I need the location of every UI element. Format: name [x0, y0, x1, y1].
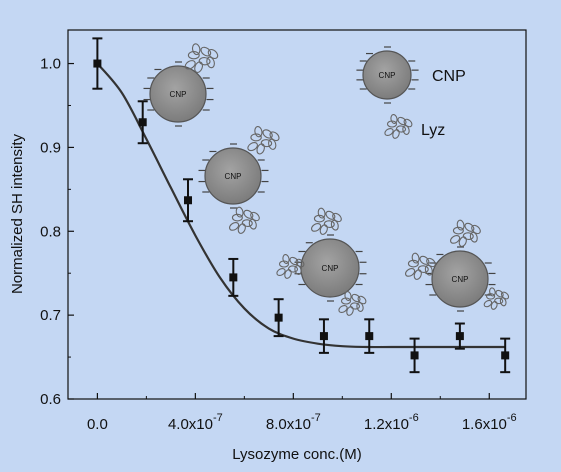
illustration-layer: CNP CNP CNP CNP CNP — [143, 43, 510, 316]
data-marker — [138, 118, 147, 127]
nanoparticle-label: CNP — [379, 71, 396, 80]
x-tick-label: 1.6x10-6 — [462, 412, 517, 433]
lysozyme-icon — [276, 253, 305, 279]
data-marker — [501, 351, 510, 360]
x-tick-exponent: -6 — [507, 412, 517, 424]
y-tick-label: 0.8 — [40, 223, 61, 240]
lysozyme-icon — [384, 113, 413, 139]
nanoparticle-icon: CNP — [294, 234, 367, 302]
x-tick-label: 0.0 — [87, 416, 108, 433]
y-axis-ticks: 0.6 0.7 0.8 0.9 1.0 — [40, 56, 74, 408]
y-tick-label: 1.0 — [40, 56, 61, 73]
nanoparticle-sphere — [431, 250, 489, 308]
nanoparticle-sphere — [204, 147, 262, 205]
data-point — [500, 337, 511, 374]
lysozyme-icon — [229, 206, 260, 234]
nanoparticle-icon: CNP — [356, 46, 419, 104]
data-marker — [319, 332, 328, 341]
nanoparticle-icon: CNP — [198, 143, 269, 209]
data-marker — [365, 332, 374, 341]
x-axis-ticks: 0.0 4.0x10-7 8.0x10-7 1.2x10-6 1.6x10-6 — [87, 393, 517, 433]
x-tick-label: 1.2x10-6 — [364, 412, 419, 433]
data-point — [137, 100, 148, 145]
nanoparticle-icon: CNP — [143, 61, 214, 127]
data-marker — [410, 351, 419, 360]
data-marker — [93, 59, 102, 68]
data-point — [273, 298, 284, 338]
data-point — [318, 318, 329, 354]
nanoparticle-label: CNP — [452, 275, 469, 284]
legend-lyz-label: Lyz — [421, 122, 445, 139]
legend-cnp-label: CNP — [432, 68, 466, 85]
y-tick-label: 0.7 — [40, 307, 61, 324]
nanoparticle-sphere — [362, 50, 412, 100]
lysozyme-icon — [311, 207, 342, 235]
data-marker — [184, 196, 193, 205]
y-tick-label: 0.9 — [40, 139, 61, 156]
x-tick-exponent: -6 — [409, 412, 419, 424]
x-tick-label: 4.0x10-7 — [168, 412, 223, 433]
x-axis-label: Lysozyme conc.(M) — [232, 446, 361, 463]
data-marker — [455, 332, 464, 341]
fit-curve — [96, 62, 506, 349]
nanoparticle-sphere — [149, 65, 207, 123]
plot-area — [67, 29, 527, 400]
lysozyme-icon — [450, 219, 481, 247]
legend: CNP Lyz — [421, 68, 466, 139]
data-point — [364, 318, 375, 354]
data-point — [228, 257, 239, 297]
lysozyme-icon — [184, 43, 219, 73]
data-marker — [229, 273, 238, 282]
data-point — [454, 322, 465, 350]
x-tick-exponent: -7 — [213, 412, 223, 424]
nanoparticle-label: CNP — [322, 264, 339, 273]
data-point — [409, 337, 420, 374]
x-tick-exponent: -7 — [311, 412, 321, 424]
nanoparticle-label: CNP — [170, 90, 187, 99]
lysozyme-icon — [247, 125, 280, 155]
data-marker — [274, 313, 283, 322]
nanoparticle-icon: CNP — [425, 246, 496, 312]
y-axis-label: Normalized SH intensity — [9, 133, 26, 294]
data-points — [92, 37, 511, 374]
lysozyme-icon — [338, 290, 367, 316]
nanoparticle-label: CNP — [225, 172, 242, 181]
x-tick-label: 8.0x10-7 — [266, 412, 321, 433]
data-point — [92, 37, 103, 90]
data-point — [183, 178, 194, 223]
lysozyme-icon — [483, 287, 510, 310]
lysozyme-icon — [405, 252, 436, 280]
y-tick-label: 0.6 — [40, 391, 61, 408]
